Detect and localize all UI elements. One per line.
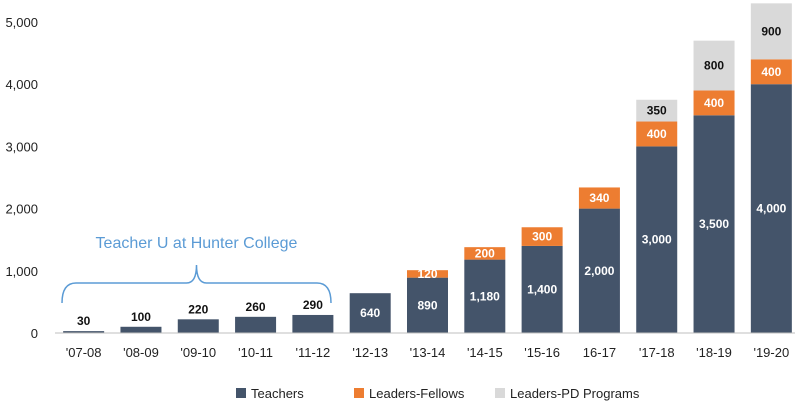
data-label: 100 bbox=[131, 310, 151, 324]
data-label: 800 bbox=[704, 59, 724, 73]
bar-segment-teachers bbox=[407, 277, 448, 333]
bar-segment-leaders-fellows bbox=[636, 121, 678, 147]
x-tick-label: 16-17 bbox=[583, 345, 616, 360]
annotation-brace bbox=[61, 264, 332, 304]
x-tick-label: '13-14 bbox=[410, 345, 446, 360]
y-tick-label: 4,000 bbox=[5, 77, 38, 92]
bar-segment-teachers bbox=[120, 326, 162, 333]
bar-segment-teachers bbox=[636, 146, 678, 333]
x-tick-label: '18-19 bbox=[696, 345, 732, 360]
legend-label: Leaders-Fellows bbox=[369, 386, 465, 401]
data-label: 400 bbox=[761, 65, 781, 79]
x-tick-label: '08-09 bbox=[123, 345, 159, 360]
bar-segment-teachers bbox=[578, 208, 620, 333]
data-label: 1,180 bbox=[470, 289, 500, 303]
y-axis: 0 1,000 2,000 3,000 4,000 5,000 bbox=[5, 15, 38, 341]
y-tick-label: 3,000 bbox=[5, 139, 38, 154]
x-tick-label: '17-18 bbox=[639, 345, 675, 360]
y-tick-label: 1,000 bbox=[5, 264, 38, 279]
data-label: 220 bbox=[188, 302, 208, 316]
bar-segment-leaders-pd-programs bbox=[636, 99, 678, 122]
data-label: 400 bbox=[704, 96, 724, 110]
data-label: 30 bbox=[77, 314, 91, 328]
data-label: 4,000 bbox=[756, 202, 786, 216]
bar-segment-leaders-fellows bbox=[693, 90, 735, 116]
annotation: Teacher U at Hunter College bbox=[61, 235, 332, 304]
annotation-text: Teacher U at Hunter College bbox=[96, 235, 298, 252]
bar-segment-teachers bbox=[349, 293, 391, 333]
legend-label: Teachers bbox=[251, 386, 304, 401]
bar-segment-teachers bbox=[464, 259, 506, 333]
bar-segment-leaders-pd-programs bbox=[693, 40, 735, 91]
bar-segment-teachers bbox=[750, 84, 792, 333]
x-tick-label: '07-08 bbox=[66, 345, 102, 360]
y-tick-label: 0 bbox=[31, 326, 38, 341]
legend-label: Leaders-PD Programs bbox=[510, 386, 640, 401]
legend-swatch bbox=[354, 388, 364, 398]
bar-segment-leaders-fellows bbox=[407, 270, 448, 278]
data-label: 340 bbox=[589, 191, 609, 205]
x-tick-label: '12-13 bbox=[352, 345, 388, 360]
y-tick-label: 5,000 bbox=[5, 15, 38, 30]
data-label: 400 bbox=[647, 127, 667, 141]
data-label: 300 bbox=[532, 230, 552, 244]
x-tick-label: '14-15 bbox=[467, 345, 503, 360]
data-label: 890 bbox=[417, 298, 437, 312]
data-label: 350 bbox=[647, 104, 667, 118]
x-tick-label: '10-11 bbox=[238, 345, 273, 360]
data-label: 200 bbox=[475, 246, 495, 260]
data-label: 3,000 bbox=[642, 233, 672, 247]
legend-swatch bbox=[495, 388, 505, 398]
bar-segment-leaders-fellows bbox=[464, 247, 506, 260]
data-label: 900 bbox=[761, 24, 781, 38]
bar-segment-teachers bbox=[235, 316, 277, 333]
data-label: 2,000 bbox=[584, 264, 614, 278]
data-label: 290 bbox=[303, 298, 323, 312]
bar-segment-teachers bbox=[292, 314, 334, 333]
bar-segment-leaders-pd-programs bbox=[750, 3, 792, 60]
x-axis: '07-08 '08-09 '09-10 '10-11 '11-12 '12-13 '13-… bbox=[55, 332, 795, 360]
x-tick-label: '15-16 bbox=[524, 345, 560, 360]
bar-segment-teachers bbox=[521, 245, 563, 333]
x-tick-label: '11-12 bbox=[295, 345, 330, 360]
bar-segment-leaders-fellows bbox=[578, 187, 620, 209]
x-tick-label: '19-20 bbox=[753, 345, 789, 360]
bars: 30 100 220 260 290 640 890 120 1,180 200 1,400 300 2… bbox=[63, 3, 792, 333]
bar-segment-leaders-fellows bbox=[521, 227, 563, 246]
bar-segment-teachers bbox=[63, 331, 105, 333]
x-tick-label: '09-10 bbox=[180, 345, 216, 360]
data-label: 3,500 bbox=[699, 217, 729, 231]
legend: Teachers Leaders-Fellows Leaders-PD Progra… bbox=[236, 386, 640, 401]
data-label: 1,400 bbox=[527, 282, 557, 296]
data-label: 120 bbox=[417, 267, 437, 281]
bar-segment-teachers bbox=[693, 115, 735, 333]
y-tick-label: 2,000 bbox=[5, 202, 38, 217]
bar-segment-teachers bbox=[177, 319, 219, 333]
data-label: 260 bbox=[246, 300, 266, 314]
bar-segment-leaders-fellows bbox=[750, 59, 792, 85]
legend-swatch bbox=[236, 388, 246, 398]
data-label: 640 bbox=[360, 306, 380, 320]
